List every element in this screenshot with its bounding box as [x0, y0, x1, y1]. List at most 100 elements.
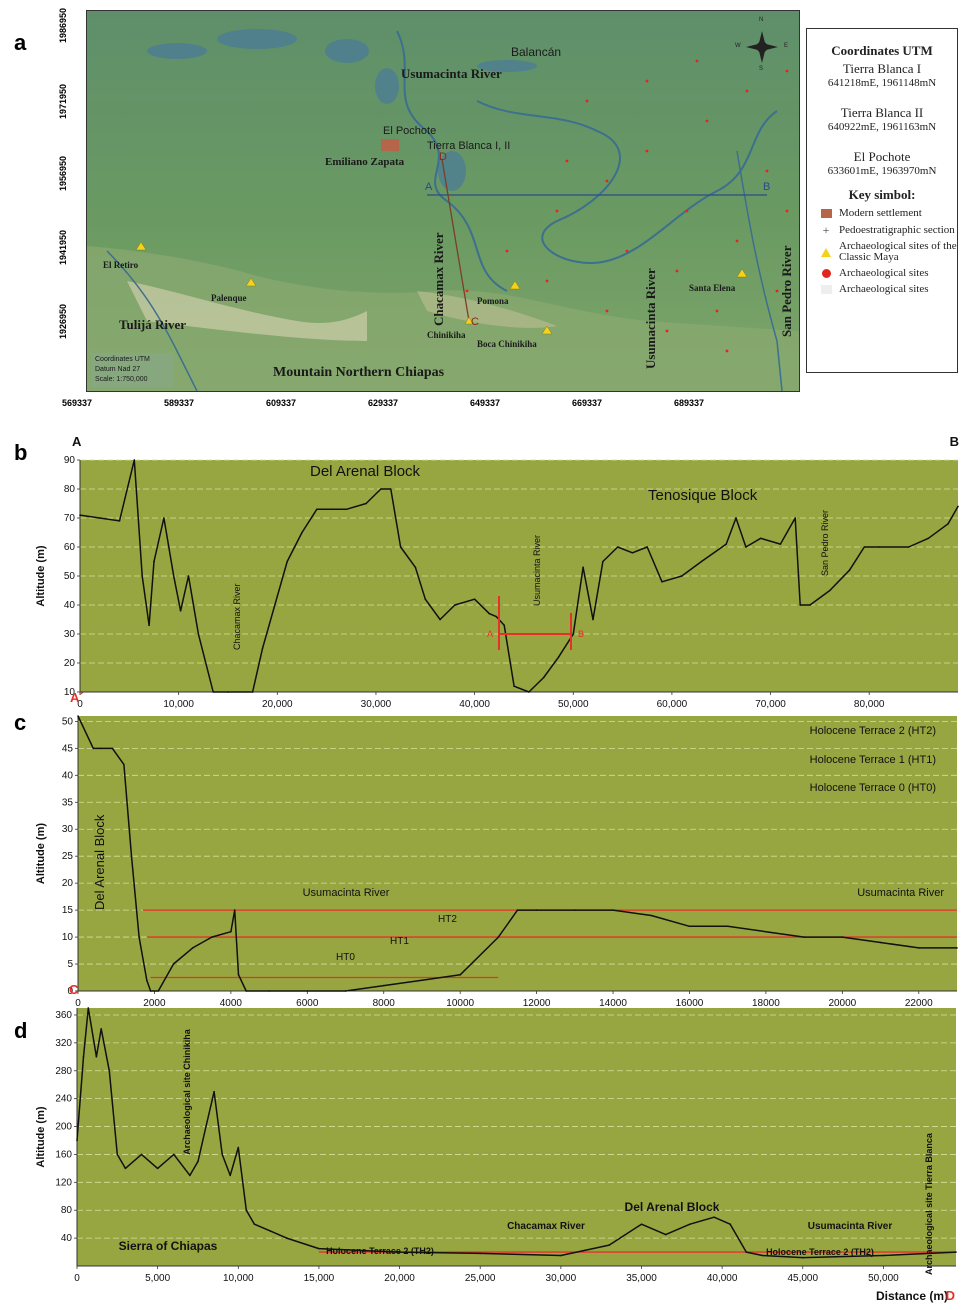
legend-key-title: Key simbol: — [848, 187, 916, 202]
profile-point — [557, 656, 560, 658]
profile-point — [100, 747, 102, 750]
profile-point — [640, 1223, 643, 1225]
profile-point — [245, 1209, 248, 1211]
map-point-c: C — [471, 316, 479, 328]
profile-point — [829, 589, 831, 592]
map-label-chinikiha: Chinikiha — [427, 330, 466, 340]
profile-point — [123, 763, 125, 766]
panel-label-d: d — [14, 1018, 28, 1043]
profile-point — [163, 517, 165, 519]
map-point-d: D — [439, 151, 447, 163]
profile-chart-d: 40 80 120 160 200 240 280 320 360 0 5,000 10,000 15,… — [0, 982, 961, 1310]
profile-point — [191, 947, 194, 949]
profile-point — [173, 1153, 175, 1156]
x-tick-label: 0 — [74, 1273, 80, 1284]
profile-point — [124, 1167, 127, 1170]
map-label-palenque: Palenque — [211, 293, 247, 303]
y-tick-label: 0 — [67, 986, 73, 997]
profile-point — [848, 569, 851, 571]
profile-point — [713, 1216, 715, 1218]
profile-point — [306, 990, 309, 992]
profile-point — [681, 575, 683, 577]
map-xtick-629337: 629337 — [368, 398, 399, 408]
profile-point — [205, 1125, 207, 1128]
map-label-boca-chinikiha: Boca Chinikiha — [477, 339, 537, 349]
annotation-label: Usumacinta River — [532, 535, 542, 606]
san-pedro-river-line — [736, 150, 783, 391]
annotation-label: HT1 — [390, 936, 409, 947]
profile-point — [661, 581, 663, 583]
red-dot-icon — [821, 269, 831, 278]
profile-point — [301, 531, 303, 534]
profile-point — [172, 963, 175, 965]
profile-point — [759, 537, 762, 540]
annotation-label: Archaeological site Tierra Blanca — [924, 1132, 934, 1275]
settlement-marker — [381, 139, 399, 151]
profile-point — [689, 1223, 691, 1225]
profile-point — [560, 1254, 562, 1257]
profile-point — [211, 936, 213, 938]
profile-point — [878, 546, 880, 548]
map-ytick-1986950: 1986950 — [58, 8, 68, 44]
profile-point — [380, 488, 382, 490]
profile-point — [189, 1174, 191, 1177]
x-tick-label: 60,000 — [657, 699, 688, 710]
profile-point — [197, 1160, 199, 1163]
profile-point — [98, 517, 101, 519]
y-tick-label: 120 — [55, 1177, 72, 1188]
y-tick-label: 35 — [62, 797, 74, 808]
profile-point — [582, 566, 584, 569]
scale-note-line-1: Coordinates UTM — [95, 356, 150, 363]
profile-point — [118, 520, 121, 522]
profile-point — [765, 930, 767, 933]
profile-point — [631, 552, 634, 554]
legend-title: Coordinates UTM — [831, 43, 933, 58]
profile-point — [947, 523, 949, 525]
x-tick-label: 20000 — [828, 998, 856, 1009]
legend-site-name: El Pochote — [853, 149, 911, 164]
profile-point — [803, 936, 805, 938]
profile-point — [82, 1056, 85, 1058]
profile-point — [479, 1252, 482, 1255]
profile-point — [459, 974, 462, 976]
y-axis-label: Altitude (m) — [35, 1106, 47, 1167]
legend-key-item: Archaeological sites — [817, 268, 957, 279]
plot-area — [77, 1008, 956, 1266]
annotation-label: Del Arenal Block — [310, 463, 421, 480]
y-tick-label: 10 — [64, 687, 76, 698]
profile-point — [414, 566, 417, 569]
map-ytick-1956950: 1956950 — [58, 156, 68, 192]
profile-point — [318, 1247, 320, 1250]
profile-point — [148, 624, 150, 627]
map-ytick-1971950: 1971950 — [58, 84, 68, 120]
legend-key-label: Archaeological sites — [839, 283, 929, 295]
x-tick-label: 20,000 — [384, 1273, 415, 1284]
y-tick-label: 15 — [62, 905, 74, 916]
x-tick-label: 22000 — [905, 998, 933, 1009]
profile-point — [473, 598, 476, 600]
map-point-a: A — [425, 181, 433, 193]
profile-point — [286, 560, 289, 563]
profile-point — [779, 543, 782, 545]
profile-point — [133, 459, 136, 461]
blank-swatch-icon — [820, 285, 832, 294]
profile-point — [179, 610, 182, 612]
mountain-terrain — [87, 246, 799, 391]
x-tick-label: 5,000 — [145, 1273, 170, 1284]
annotation-label: Usumacinta River — [857, 887, 944, 899]
profile-point — [95, 1056, 98, 1058]
y-tick-label: 40 — [61, 1233, 73, 1244]
profile-point — [497, 936, 500, 938]
profile-point — [213, 1090, 215, 1093]
profile-point — [345, 508, 348, 511]
map-label-santa-elena: Santa Elena — [689, 283, 736, 293]
map-xtick-569337: 569337 — [62, 398, 93, 408]
profile-point — [87, 1007, 90, 1009]
profile-point — [251, 691, 254, 693]
legend-site-coord: 633601mE, 1963970mN — [827, 165, 937, 177]
x-tick-label: 8000 — [373, 998, 396, 1009]
profile-point — [745, 546, 747, 548]
legend-key-label: Archaeological sites — [839, 267, 929, 279]
modern-settlement-icon — [820, 209, 832, 218]
profile-point — [799, 604, 801, 606]
